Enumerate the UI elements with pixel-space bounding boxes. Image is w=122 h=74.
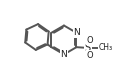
Text: O: O [87,36,93,45]
Text: N: N [61,50,67,59]
Text: S: S [85,43,91,53]
Text: CH₃: CH₃ [99,43,113,52]
Text: N: N [73,28,80,37]
Text: O: O [87,51,93,60]
